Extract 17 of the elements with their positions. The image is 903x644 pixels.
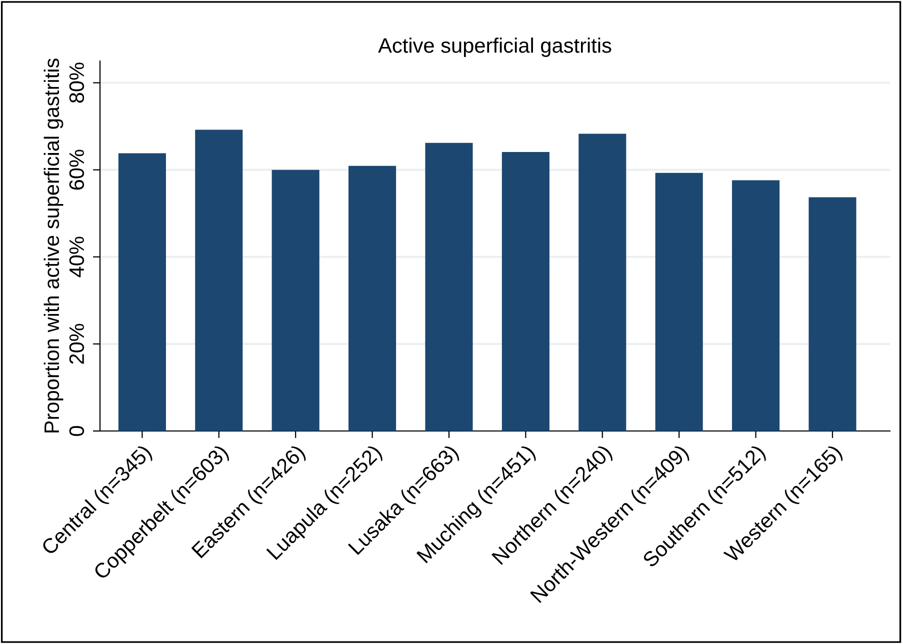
bar: [732, 180, 780, 431]
bar: [195, 130, 243, 431]
bar: [118, 153, 166, 431]
bar: [425, 142, 473, 431]
y-tick-label: 40%: [69, 236, 84, 278]
bar: [655, 172, 703, 431]
bar: [348, 166, 396, 431]
y-tick-label: 80%: [69, 62, 84, 103]
bar: [272, 170, 320, 431]
chart-title: Active superficial gastritis: [378, 38, 612, 57]
y-axis-title: Proportion with active superficial gastritis: [44, 58, 64, 432]
bar: [502, 152, 550, 431]
y-tick-label: 20%: [69, 324, 84, 364]
y-tick-label: 60%: [69, 150, 84, 190]
bar: [578, 134, 626, 431]
bar: [808, 197, 856, 431]
y-tick-label: 0: [69, 426, 84, 436]
